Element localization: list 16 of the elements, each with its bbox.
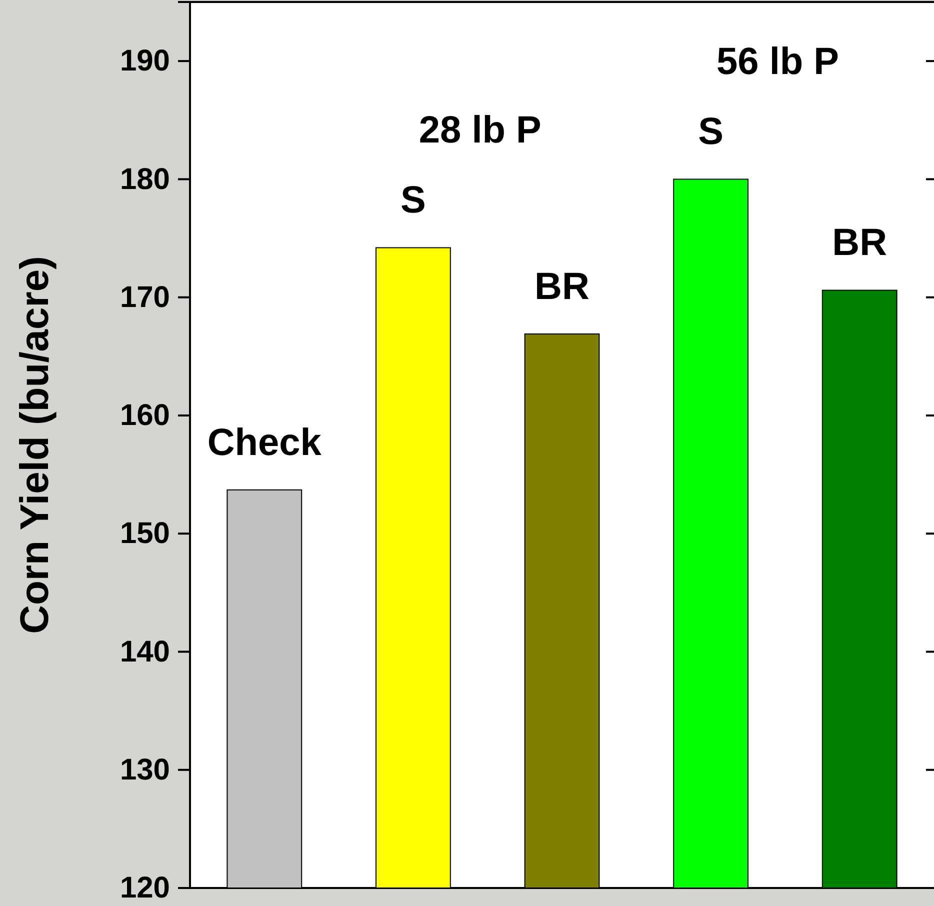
annotation: 56 lb P [716,41,840,84]
y-tick-label: 120 [120,872,170,905]
y-tick-label: 140 [120,635,170,668]
annotation: 28 lb P [418,110,542,152]
y-axis-title: Corn Yield (bu/acre) [13,256,57,634]
y-tick-label: 190 [120,44,170,78]
data-label: S [400,180,426,222]
y-tick-label: 130 [120,753,170,786]
data-label: Check [207,422,322,464]
data-label: BR [832,222,888,264]
data-label: BR [534,266,590,308]
y-tick-label: 180 [120,162,170,196]
y-tick-label: 160 [120,399,170,432]
y-tick-label: 170 [120,280,170,314]
data-label: S [698,111,724,154]
y-tick-label: 150 [120,517,170,550]
